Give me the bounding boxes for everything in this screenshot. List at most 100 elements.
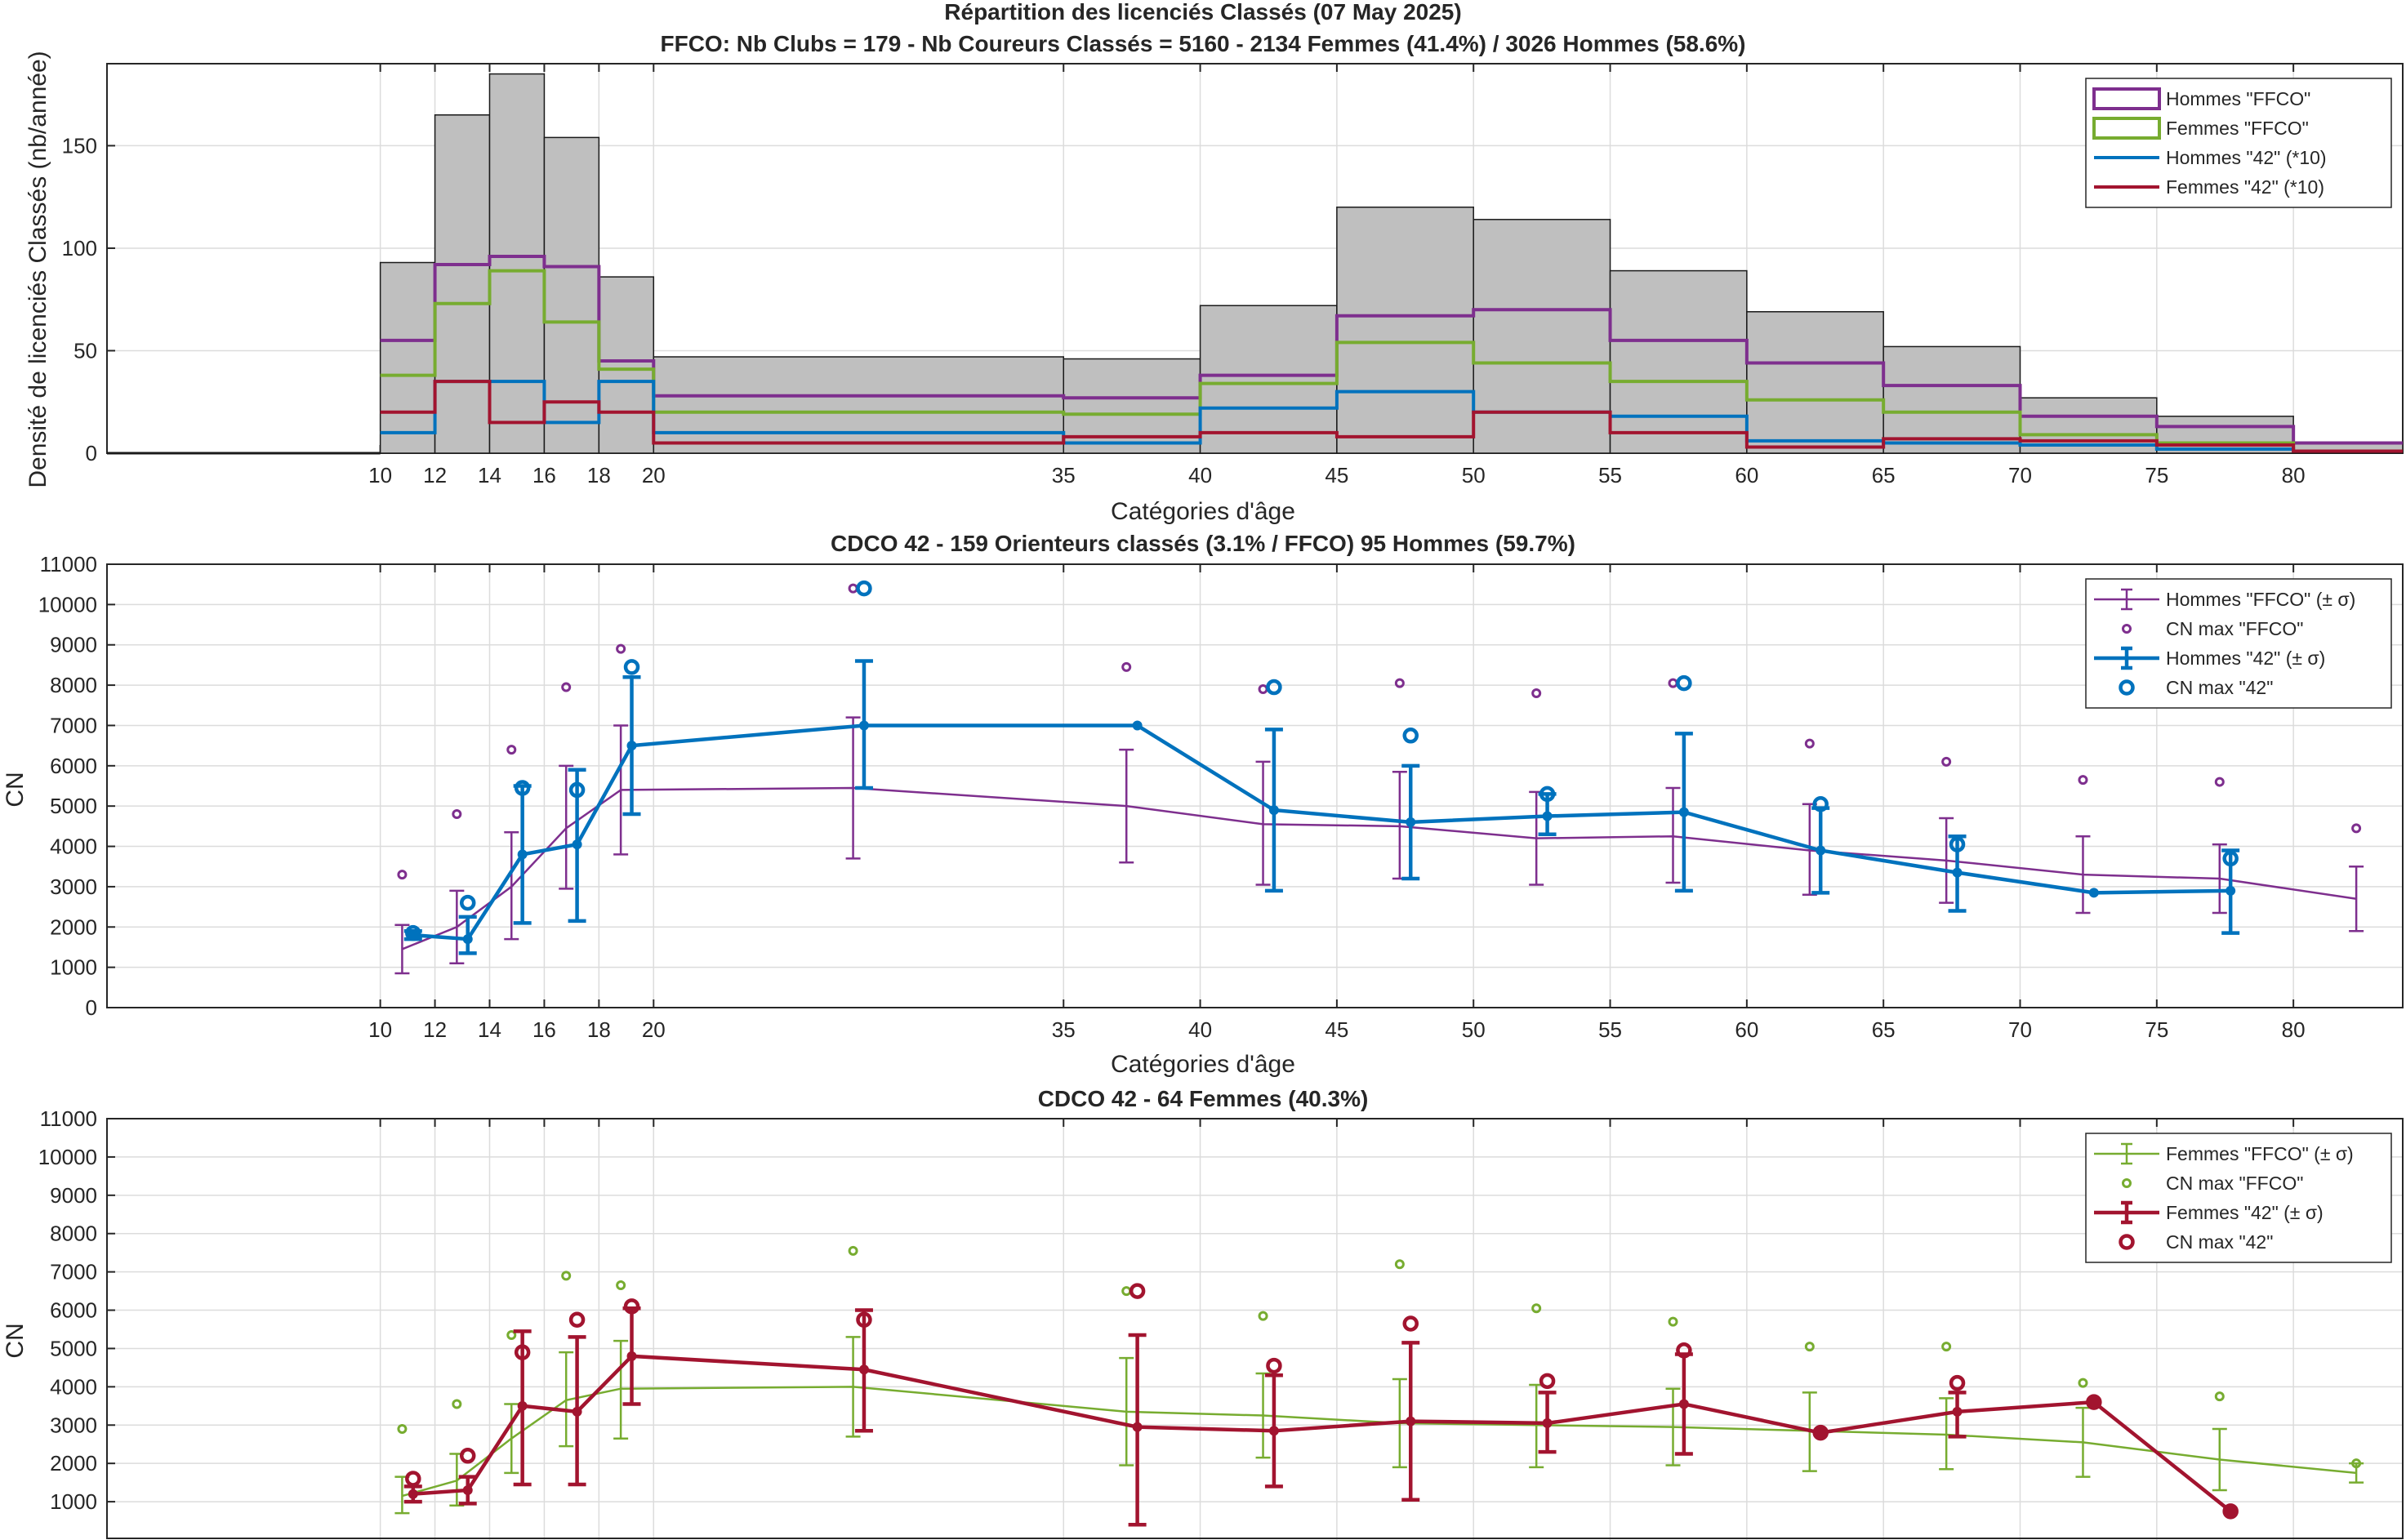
cd42-cn-max-marker: [459, 894, 476, 911]
cd42-cn-max-marker: [1676, 1342, 1692, 1359]
x-tick-label: 50: [1462, 463, 1486, 487]
cd42-mean-point: [2088, 1397, 2099, 1408]
cd42-cn-max-marker: [1266, 1357, 1282, 1374]
ffco-cn-max-marker: [2351, 1458, 2362, 1469]
cd42-cn-max-marker: [2086, 1394, 2102, 1410]
legend-label: Hommes "42" (± σ): [2166, 648, 2325, 669]
legend-marker: [2119, 1234, 2135, 1250]
cd42-mean-point: [1406, 817, 1416, 827]
y-tick-label: 6000: [50, 1298, 97, 1323]
y-tick-label: 100: [62, 236, 97, 260]
cd42-mean-point: [408, 1489, 418, 1499]
cd42-cn-max-marker: [1949, 1374, 1966, 1391]
bar: [598, 276, 655, 454]
cd42-cn-max-marker: [1539, 1373, 1556, 1390]
x-tick-label: 40: [1188, 1017, 1212, 1042]
ffco-cn-max-marker: [1121, 1286, 1132, 1297]
bar: [1609, 269, 1748, 454]
ffco-cn-max-marker: [506, 1330, 517, 1341]
x-tick-label: 45: [1325, 1017, 1348, 1042]
y-tick-label: 10000: [38, 1145, 97, 1169]
legend-label: CN max "42": [2166, 1231, 2273, 1253]
legend: Femmes "FFCO" (± σ) CN max "FFCO" Femmes "…: [2085, 1133, 2392, 1263]
legend-label: Femmes "FFCO": [2166, 118, 2309, 139]
legend-label: CN max "42": [2166, 677, 2273, 698]
ffco-cn-max-marker: [506, 745, 517, 755]
x-tick-label: 18: [587, 1017, 611, 1042]
legend-marker: [2122, 1178, 2132, 1188]
bar: [543, 136, 600, 454]
legend-label: Femmes "42" (± σ): [2166, 1202, 2324, 1223]
x-tick-label: 75: [2145, 463, 2168, 487]
bar: [1746, 311, 1884, 454]
cd42-cn-max-marker: [1402, 728, 1419, 744]
cd42-mean-point: [626, 1351, 637, 1361]
cd42-cn-max-marker: [623, 1298, 640, 1315]
legend-swatch: [2092, 87, 2161, 110]
cd42-mean-point: [1132, 720, 1143, 731]
step-femmes-42: [380, 380, 2403, 453]
y-tick-label: 4000: [50, 835, 97, 859]
legend-marker: [2122, 624, 2132, 634]
x-tick-label: 20: [642, 1017, 666, 1042]
ylabel-femmes: CN: [2, 1323, 29, 1358]
x-tick-label: 35: [1052, 463, 1076, 487]
cd42-mean-point: [1816, 845, 1826, 856]
cd42-mean-point: [1542, 811, 1553, 821]
ffco-cn-max-marker: [616, 643, 626, 654]
femmes-cn-panel: CDCO 42 - 64 Femmes (40.3%) CN 1000 2000 3…: [2, 1086, 2404, 1540]
cd42-cn-max-marker: [1129, 1283, 1146, 1299]
y-tick-label: 0: [86, 995, 97, 1020]
ffco-cn-max-marker: [1531, 688, 1542, 698]
x-tick-label: 60: [1735, 1017, 1758, 1042]
x-tick-label: 70: [2008, 1017, 2032, 1042]
y-tick-label: 7000: [50, 713, 97, 737]
cd42-cn-max-marker: [459, 1448, 476, 1464]
grid-lines: [107, 1118, 2403, 1540]
ffco-cn-max-marker: [1668, 1316, 1678, 1327]
y-tick-label: 11000: [40, 1106, 97, 1131]
cd42-mean-point: [1678, 1399, 1689, 1409]
x-tick-label: 65: [1872, 463, 1896, 487]
cd42-mean-point: [1268, 805, 1279, 816]
x-tick-label: 35: [1052, 1017, 1076, 1042]
x-tick-label: 18: [587, 463, 611, 487]
cd42-cn-max-marker: [623, 659, 640, 675]
ffco-cn-max-marker: [1941, 1342, 1952, 1352]
bar: [1199, 305, 1338, 454]
bar: [434, 114, 491, 454]
ffco-mean-line: [402, 1386, 2357, 1498]
x-tick-label: 50: [1462, 1017, 1486, 1042]
ffco-cn-max-marker: [2351, 823, 2362, 834]
cd42-mean-point: [572, 839, 582, 850]
grid-lines: [107, 563, 2403, 1008]
legend-label: Femmes "FFCO" (± σ): [2166, 1143, 2354, 1164]
x-tick-label: 14: [478, 1017, 501, 1042]
cd42-cn-max-marker: [1676, 674, 1692, 692]
y-tick-label: 50: [74, 338, 97, 363]
ffco-cn-max-marker: [561, 682, 572, 692]
legend-label: Hommes "42" (*10): [2166, 147, 2327, 168]
cd42-cn-max-marker: [568, 1311, 586, 1329]
x-tick-label: 10: [368, 1017, 392, 1042]
y-tick-label: 3000: [50, 875, 97, 899]
histogram-panel: Catégories d'âge Densité de licenciés Cl…: [25, 51, 2404, 525]
x-tick-label: 55: [1598, 463, 1622, 487]
ffco-cn-max-marker: [452, 1399, 462, 1409]
ylabel-hommes: CN: [2, 772, 29, 807]
ffco-cn-max-marker: [2214, 777, 2225, 787]
y-tick-label: 1000: [50, 1489, 97, 1514]
cd42-cn-max-marker: [856, 1311, 872, 1329]
bar: [1473, 219, 1611, 454]
legend-swatch: [2092, 117, 2161, 140]
cd42-mean-point: [1132, 1422, 1143, 1432]
x-tick-label: 75: [2145, 1017, 2168, 1042]
bar: [1882, 345, 2021, 454]
y-tick-label: 1000: [50, 955, 97, 980]
title-femmes-panel: CDCO 42 - 64 Femmes (40.3%): [1038, 1086, 1369, 1111]
ffco-cn-max-marker: [1804, 738, 1815, 749]
ffco-cn-max-marker: [1258, 1311, 1268, 1321]
legend-label: CN max "FFCO": [2166, 618, 2303, 639]
hommes-cn-panel: CDCO 42 - 159 Orienteurs classés (3.1% /…: [2, 531, 2404, 1078]
ffco-cn-max-marker: [1121, 661, 1132, 672]
